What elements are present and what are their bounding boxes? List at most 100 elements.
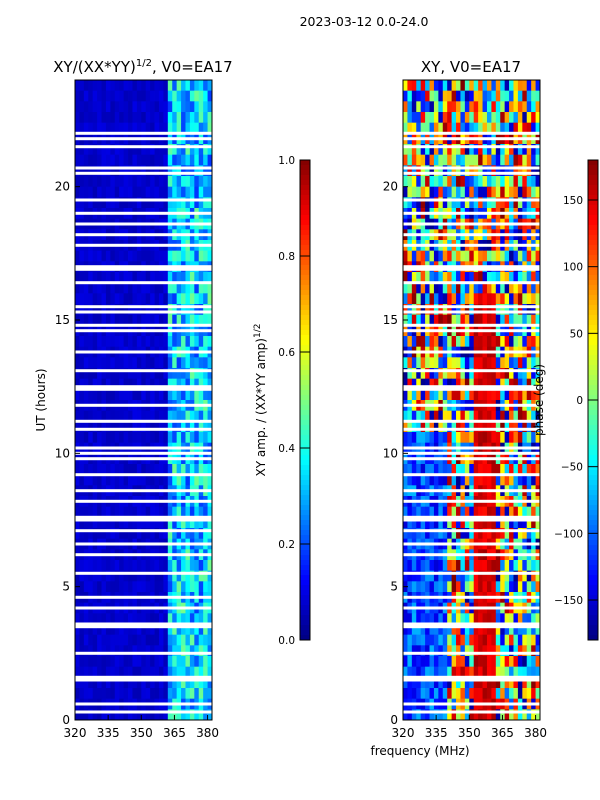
heatmap-cell	[486, 506, 492, 518]
heatmap-cell	[495, 645, 501, 657]
heatmap-cell	[189, 570, 195, 582]
heatmap-cell	[535, 378, 541, 390]
heatmap-cell	[75, 272, 80, 284]
heatmap-cell	[172, 464, 178, 476]
heatmap-cell	[163, 570, 169, 582]
heatmap-cell	[500, 581, 506, 593]
heatmap-cell	[500, 688, 506, 700]
heatmap-cell	[486, 666, 492, 678]
heatmap-cell	[119, 560, 125, 572]
heatmap-cell	[83, 432, 89, 444]
heatmap-cell	[207, 709, 213, 721]
heatmap-cell	[145, 304, 151, 316]
heatmap-cell	[491, 517, 497, 529]
heatmap-cell	[128, 368, 133, 380]
heatmap-cell	[482, 144, 488, 156]
heatmap-cell	[132, 144, 138, 156]
heatmap-cell	[83, 101, 89, 113]
heatmap-cell	[181, 282, 186, 294]
heatmap-cell	[145, 581, 151, 593]
heatmap-cell	[517, 677, 523, 689]
heatmap-cell	[114, 666, 120, 678]
heatmap-cell	[141, 560, 147, 572]
heatmap-cell	[132, 336, 138, 348]
heatmap-cell	[181, 506, 186, 518]
heatmap-cell	[504, 357, 510, 369]
heatmap-cell	[141, 389, 147, 401]
heatmap-cell	[158, 176, 164, 188]
heatmap-cell	[482, 645, 488, 657]
heatmap-cell	[198, 112, 204, 124]
heatmap-cell	[464, 560, 470, 572]
heatmap-cell	[128, 304, 133, 316]
heatmap-cell	[79, 634, 85, 646]
heatmap-cell	[163, 709, 169, 721]
heatmap-cell	[495, 389, 501, 401]
heatmap-cell	[403, 336, 408, 348]
colorbar-segment	[588, 495, 598, 501]
heatmap-cell	[119, 506, 125, 518]
heatmap-cell	[504, 389, 510, 401]
colorbar-segment	[300, 435, 310, 441]
heatmap-cell	[456, 144, 461, 156]
heatmap-cell	[92, 176, 98, 188]
heatmap-cell	[517, 186, 523, 198]
heatmap-cell	[97, 634, 102, 646]
y-tick-label: 15	[383, 313, 398, 327]
heatmap-cell	[150, 688, 155, 700]
heatmap-cell	[105, 378, 111, 390]
heatmap-cell	[433, 154, 439, 166]
heatmap-cell	[429, 90, 435, 102]
heatmap-cell	[509, 101, 514, 113]
heatmap-cell	[203, 570, 208, 582]
heatmap-cell	[486, 186, 492, 198]
heatmap-cell	[189, 613, 195, 625]
heatmap-cell	[473, 581, 479, 593]
colorbar-segment	[300, 615, 310, 621]
heatmap-cell	[517, 304, 523, 316]
heatmap-cell	[189, 154, 195, 166]
heatmap-cell	[132, 197, 138, 209]
heatmap-cell	[464, 709, 470, 721]
heatmap-cell	[158, 80, 164, 92]
heatmap-cell	[154, 666, 160, 678]
heatmap-cell	[110, 197, 116, 209]
heatmap-cell	[136, 336, 142, 348]
heatmap-cell	[522, 464, 528, 476]
heatmap-cell	[429, 176, 435, 188]
heatmap-cell	[442, 357, 448, 369]
heatmap-cell	[509, 688, 514, 700]
heatmap-cell	[442, 378, 448, 390]
heatmap-cell	[145, 656, 151, 668]
heatmap-cell	[425, 186, 430, 198]
colorbar-segment	[588, 340, 598, 346]
heatmap-cell	[469, 613, 475, 625]
heatmap-cell	[110, 410, 116, 422]
heatmap-cell	[123, 410, 129, 422]
heatmap-cell	[464, 688, 470, 700]
colorbar-segment	[588, 355, 598, 361]
heatmap-cell	[123, 624, 129, 636]
missing-data-row	[403, 198, 540, 202]
heatmap-cell	[101, 656, 107, 668]
heatmap-cell	[495, 613, 501, 625]
heatmap-cell	[420, 80, 426, 92]
heatmap-cell	[438, 357, 444, 369]
heatmap-cell	[420, 656, 426, 668]
heatmap-cell	[420, 250, 426, 262]
heatmap-cell	[451, 357, 457, 369]
heatmap-cell	[438, 282, 444, 294]
heatmap-cell	[469, 506, 475, 518]
heatmap-cell	[203, 197, 208, 209]
heatmap-cell	[531, 304, 536, 316]
heatmap-cell	[75, 250, 80, 262]
heatmap-cell	[176, 666, 182, 678]
heatmap-cell	[500, 154, 506, 166]
heatmap-cell	[189, 368, 195, 380]
heatmap-cell	[522, 560, 528, 572]
heatmap-cell	[75, 101, 80, 113]
heatmap-cell	[83, 293, 89, 305]
heatmap-cell	[101, 517, 107, 529]
heatmap-cell	[407, 112, 413, 124]
heatmap-cell	[119, 122, 125, 134]
